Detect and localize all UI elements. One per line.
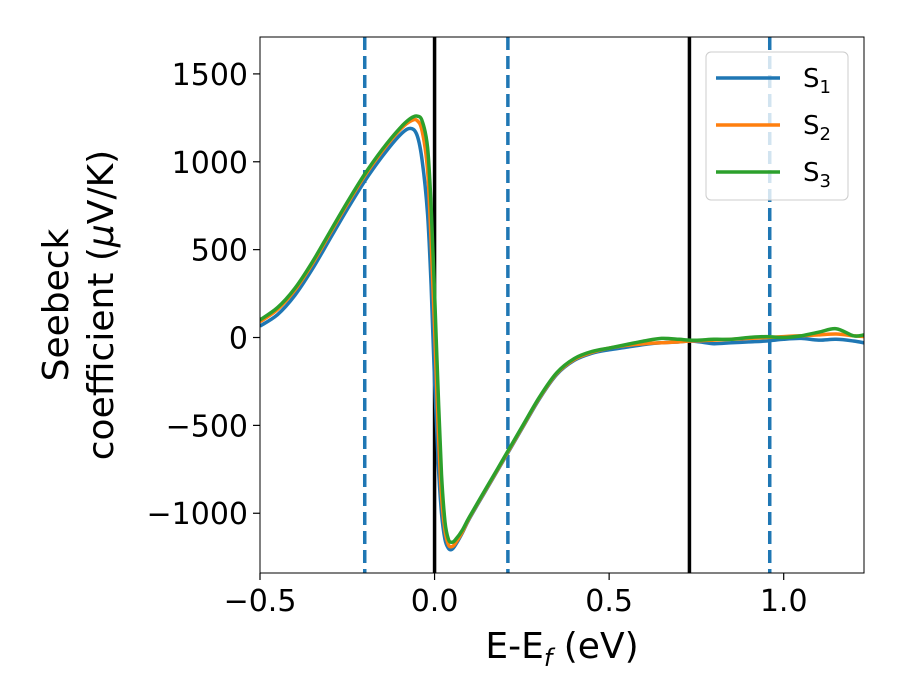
x-axis-title-unit: (eV) — [552, 626, 638, 667]
plot-frame — [259, 36, 865, 574]
x-axis-title-main: E-E — [485, 626, 543, 667]
x-axis-title: E-Ef (eV) — [485, 626, 638, 672]
legend-label-s3: S3 — [803, 158, 831, 192]
x-tick-label: 1.0 — [760, 584, 808, 619]
y-tick-label: 500 — [191, 234, 248, 269]
legend-label-s1: S1 — [803, 64, 831, 98]
y-axis-title-mu: μ — [81, 224, 122, 248]
legend-label-s2: S2 — [803, 111, 831, 145]
x-tick-label: −0.5 — [224, 584, 297, 619]
y-tick-label: −1000 — [147, 497, 248, 532]
y-tick-label: 1000 — [172, 146, 248, 181]
x-axis-ticks: −0.5 0.0 0.5 1.0 — [224, 573, 808, 619]
y-axis-title-post: V/K) — [81, 150, 122, 224]
series-line-s3 — [260, 114, 864, 545]
y-tick-label: 0 — [229, 322, 248, 357]
series-lines — [260, 114, 864, 552]
y-tick-label: 1500 — [172, 58, 248, 93]
y-axis-title-pre: coefficient ( — [81, 247, 122, 460]
y-axis-title-line1: Seebeck — [36, 228, 77, 381]
y-axis-ticks: −1000 −500 0 500 1000 1500 — [147, 58, 260, 532]
legend: S1 S2 S3 — [705, 51, 849, 201]
x-tick-label: 0.5 — [585, 584, 633, 619]
x-tick-label: 0.0 — [411, 584, 459, 619]
y-tick-label: −500 — [166, 409, 248, 444]
y-axis-title-line2: coefficient (μV/K) — [81, 150, 122, 460]
